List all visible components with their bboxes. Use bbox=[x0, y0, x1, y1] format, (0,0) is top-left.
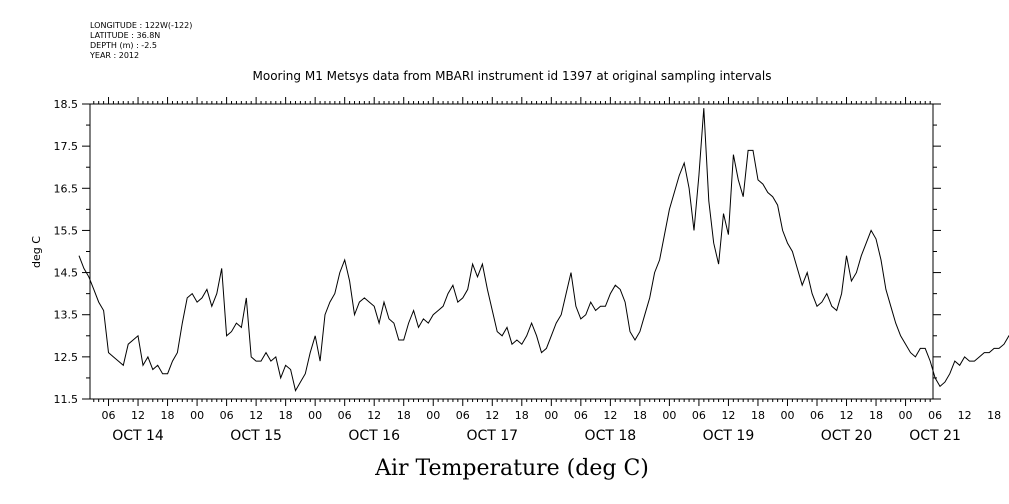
plot-frame bbox=[89, 103, 934, 400]
x-hour-label: 12 bbox=[958, 409, 972, 422]
x-hour-label: 06 bbox=[810, 409, 824, 422]
x-hour-label: 06 bbox=[928, 409, 942, 422]
x-day-label: OCT 21 bbox=[909, 428, 961, 444]
x-hour-label: 18 bbox=[751, 409, 765, 422]
x-hour-label: 18 bbox=[279, 409, 293, 422]
x-day-label: OCT 18 bbox=[585, 428, 637, 444]
y-tick-label: 15.5 bbox=[54, 224, 79, 237]
x-hour-label: 12 bbox=[131, 409, 145, 422]
x-day-label: OCT 16 bbox=[348, 428, 400, 444]
y-tick-label: 18.5 bbox=[54, 98, 79, 111]
x-hour-label: 12 bbox=[249, 409, 263, 422]
x-hour-label: 00 bbox=[662, 409, 676, 422]
x-hour-label: 06 bbox=[338, 409, 352, 422]
x-axis-label: Air Temperature (deg C) bbox=[374, 456, 649, 481]
x-hour-label: 00 bbox=[308, 409, 322, 422]
y-tick-label: 14.5 bbox=[54, 267, 79, 280]
year-text: YEAR : 2012 bbox=[90, 51, 140, 60]
y-tick-label: 12.5 bbox=[54, 351, 79, 364]
x-hour-label: 12 bbox=[603, 409, 617, 422]
x-day-label: OCT 15 bbox=[230, 428, 282, 444]
x-hour-label: 00 bbox=[899, 409, 913, 422]
x-hour-label: 06 bbox=[220, 409, 234, 422]
x-hour-label: 06 bbox=[574, 409, 588, 422]
x-day-label: OCT 17 bbox=[466, 428, 518, 444]
x-hour-label: 00 bbox=[544, 409, 558, 422]
axis-ticks bbox=[82, 97, 941, 406]
depth-text: DEPTH (m) : -2.5 bbox=[90, 41, 157, 50]
x-hour-label: 18 bbox=[987, 409, 1001, 422]
latitude-text: LATITUDE : 36.8N bbox=[90, 31, 161, 40]
x-hour-label: 00 bbox=[780, 409, 794, 422]
x-hour-label: 00 bbox=[190, 409, 204, 422]
y-tick-label: 17.5 bbox=[54, 140, 79, 153]
longitude-text: LONGITUDE : 122W(-122) bbox=[90, 21, 193, 30]
y-tick-label: 13.5 bbox=[54, 309, 79, 322]
x-hour-label: 06 bbox=[692, 409, 706, 422]
metadata-block: LONGITUDE : 122W(-122) LATITUDE : 36.8N … bbox=[90, 21, 192, 61]
x-hour-label: 00 bbox=[426, 409, 440, 422]
x-day-label: OCT 14 bbox=[112, 428, 164, 444]
x-hour-label: 18 bbox=[161, 409, 175, 422]
x-hour-label: 06 bbox=[456, 409, 470, 422]
x-hour-label: 12 bbox=[485, 409, 499, 422]
x-hour-label: 12 bbox=[840, 409, 854, 422]
x-day-label: OCT 20 bbox=[821, 428, 873, 444]
chart-title: Mooring M1 Metsys data from MBARI instru… bbox=[253, 69, 772, 83]
x-hour-label: 18 bbox=[397, 409, 411, 422]
y-tick-label: 11.5 bbox=[54, 393, 79, 406]
series-group bbox=[78, 108, 1009, 392]
x-hour-label: 12 bbox=[367, 409, 381, 422]
y-tick-label: 16.5 bbox=[54, 182, 79, 195]
x-hour-label: 06 bbox=[102, 409, 116, 422]
series-line bbox=[78, 108, 1009, 392]
x-hour-label: 18 bbox=[515, 409, 529, 422]
x-hour-label: 12 bbox=[721, 409, 735, 422]
tick-labels: 11.5 12.5 13.5 14.5 15.5 16.5 17.5 18.5 06 12 18 00… bbox=[54, 98, 1002, 444]
x-hour-label: 18 bbox=[869, 409, 883, 422]
x-day-label: OCT 19 bbox=[703, 428, 755, 444]
x-hour-label: 18 bbox=[633, 409, 647, 422]
y-axis-label: deg C bbox=[30, 236, 43, 268]
